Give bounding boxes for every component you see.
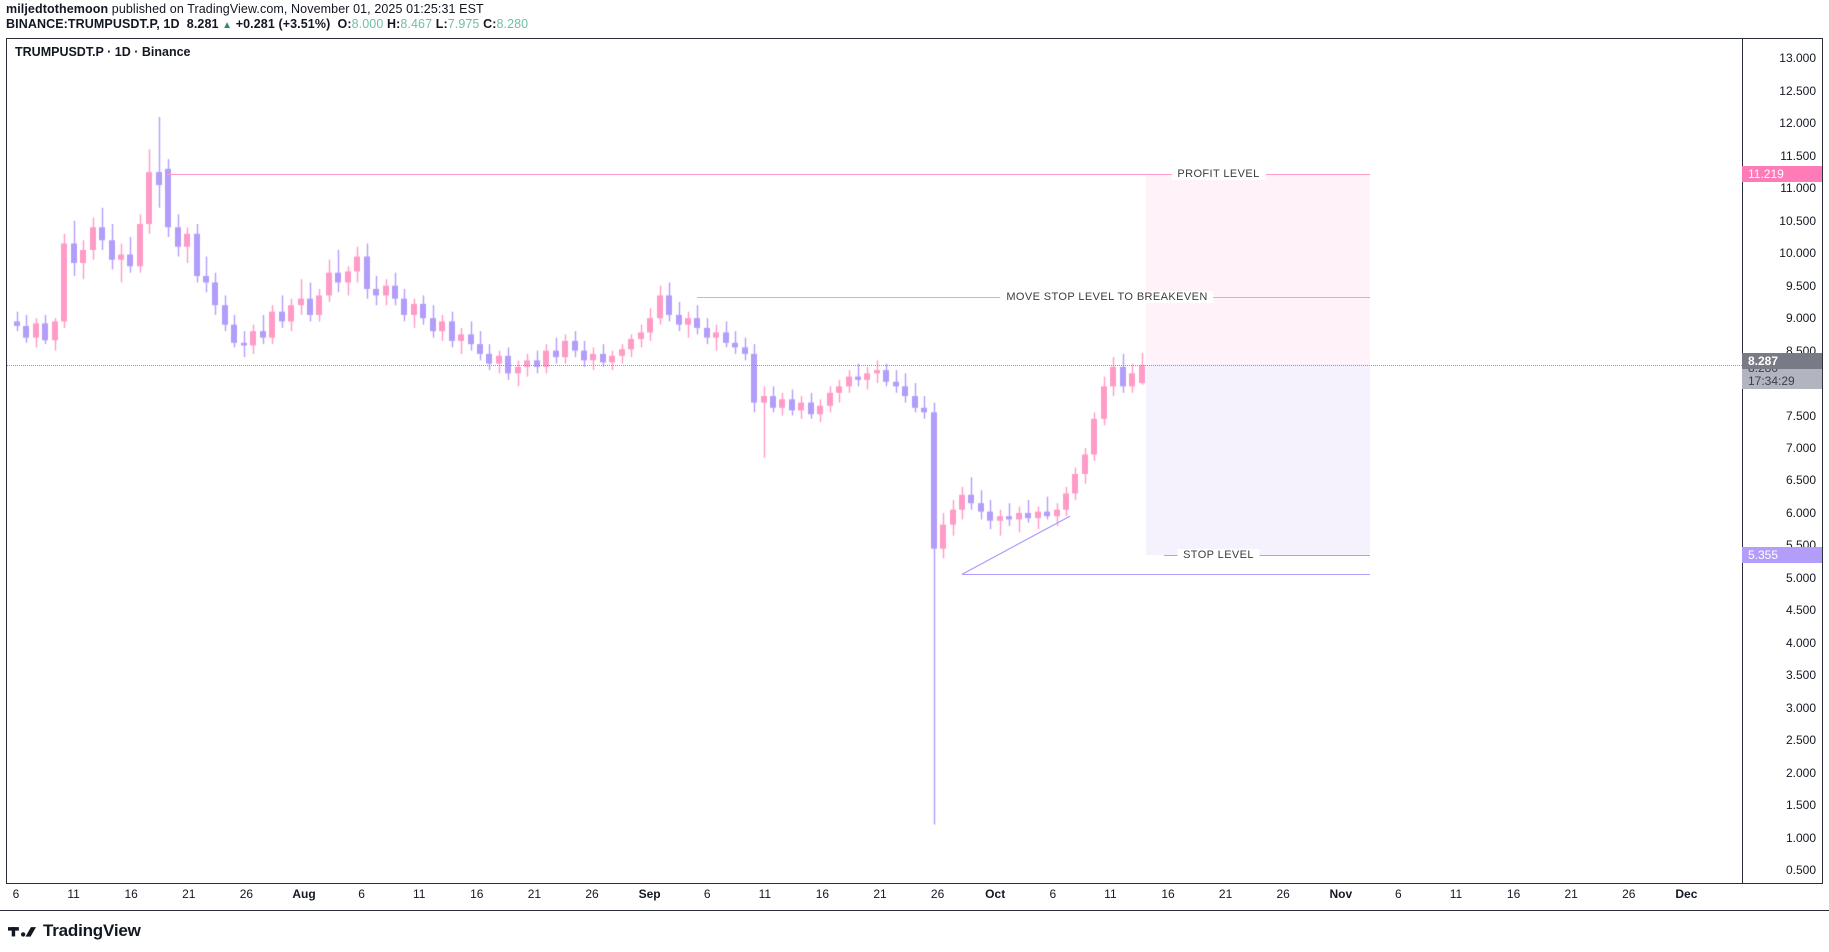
- price-tick: 6.000: [1785, 505, 1816, 520]
- ohlc-row: O:8.000 H:8.467 L:7.975 C:8.280: [338, 17, 529, 31]
- tradingview-brand: TradingView: [8, 921, 141, 941]
- author-name: miljedtothemoon: [6, 2, 109, 16]
- price-tick: 13.000: [1779, 51, 1816, 66]
- time-tick: 26: [930, 887, 945, 901]
- price-tick: 12.500: [1779, 83, 1816, 98]
- price-tick: 5.000: [1785, 570, 1816, 585]
- ohlc-value-H: 8.467: [400, 17, 433, 31]
- ohlc-label-O: O:: [337, 17, 352, 31]
- time-tick: 21: [1564, 887, 1578, 901]
- publication-credit-line: miljedtothemoon published on TradingView…: [6, 2, 1829, 17]
- profit-level-line[interactable]: [167, 174, 1370, 176]
- profit-level-badge: 11.219: [1742, 166, 1822, 183]
- time-tick: Dec: [1675, 887, 1698, 901]
- price-tick: 1.500: [1785, 798, 1816, 813]
- chart-frame: PROFIT LEVEL MOVE STOP LEVEL TO BREAKEVEN…: [6, 38, 1823, 884]
- time-tick: 26: [1276, 887, 1290, 901]
- publication-header: miljedtothemoon published on TradingView…: [0, 0, 1829, 33]
- time-tick: 26: [1622, 887, 1636, 901]
- publication-info: published on TradingView.com, November 0…: [111, 2, 484, 16]
- price-tick: 9.000: [1785, 311, 1816, 326]
- price-tick: 9.500: [1785, 278, 1816, 293]
- price-tick: 12.000: [1779, 116, 1816, 131]
- chart-plot-area[interactable]: PROFIT LEVEL MOVE STOP LEVEL TO BREAKEVEN…: [7, 39, 1742, 883]
- price-scale[interactable]: 13.000 12.500 12.000 11.500 11.000 10.500 10.0…: [1742, 39, 1822, 883]
- price-tick: 0.500: [1785, 863, 1816, 877]
- stop-level-label: STOP LEVEL: [1177, 548, 1260, 561]
- time-tick: 16: [470, 887, 484, 901]
- chart-footer: TradingView: [0, 910, 1829, 952]
- time-tick: 6: [1049, 887, 1057, 901]
- time-tick: 16: [1161, 887, 1175, 901]
- price-tick: 10.000: [1779, 246, 1816, 261]
- time-tick: 16: [1506, 887, 1521, 901]
- price-tick: 2.000: [1785, 765, 1816, 780]
- last-price-text: 8.281: [186, 17, 219, 31]
- time-tick: 21: [527, 887, 542, 901]
- chart-legend: TRUMPUSDT.P · 1D · Binance: [15, 45, 191, 59]
- stop-level-line[interactable]: [1164, 554, 1370, 556]
- ohlc-value-C: 8.280: [496, 17, 529, 31]
- last-price-badge: 8.287: [1742, 352, 1822, 369]
- time-scale[interactable]: 6 11 16 21 26 Aug 6 11 16 21 26 Sep 6 11 16 21 26 Oct 6 11 1…: [6, 884, 1823, 910]
- time-tick: 11: [412, 887, 426, 901]
- time-tick: 21: [182, 887, 196, 901]
- stop-level-badge: 5.355: [1742, 546, 1822, 563]
- symbol-ticker: BINANCE:TRUMPUSDT.P, 1D: [6, 17, 180, 31]
- price-tick: 11.500: [1780, 148, 1816, 163]
- price-tick: 2.500: [1785, 733, 1816, 748]
- price-change-text: +0.281 (+3.51%): [235, 17, 331, 31]
- price-tick: 4.000: [1785, 635, 1816, 650]
- price-tick: 6.500: [1785, 473, 1816, 488]
- time-tick: 16: [815, 887, 830, 901]
- stop-zone[interactable]: [1145, 364, 1370, 555]
- ohlc-label-L: L:: [435, 17, 448, 31]
- price-tick: 3.500: [1785, 668, 1816, 683]
- price-tick: 7.000: [1785, 441, 1816, 455]
- candlestick-series: [7, 39, 1742, 883]
- time-tick: 11: [758, 887, 772, 901]
- tradingview-logo-icon: [8, 927, 36, 937]
- time-tick: 6: [12, 887, 20, 901]
- time-tick: 26: [585, 887, 599, 901]
- tradingview-wordmark: TradingView: [43, 921, 141, 940]
- time-tick: 6: [703, 887, 711, 901]
- time-tick: 11: [67, 887, 80, 901]
- profit-zone[interactable]: [1145, 174, 1370, 365]
- time-tick: Nov: [1329, 887, 1353, 901]
- profit-level-label: PROFIT LEVEL: [1171, 168, 1266, 181]
- time-tick: 21: [873, 887, 887, 901]
- last-price-line: [7, 364, 1742, 366]
- time-tick: 6: [1395, 887, 1402, 901]
- time-tick: 26: [239, 887, 254, 901]
- price-tick: 4.500: [1785, 603, 1816, 618]
- price-tick: 11.000: [1780, 181, 1816, 196]
- time-tick: 16: [124, 887, 138, 901]
- time-tick: Sep: [638, 887, 661, 901]
- time-tick: 11: [1449, 887, 1463, 901]
- ohlc-label-H: H:: [386, 17, 401, 31]
- breakeven-level-label: MOVE STOP LEVEL TO BREAKEVEN: [1000, 290, 1214, 303]
- ohlc-label-C: C:: [483, 17, 497, 31]
- time-tick: Oct: [985, 887, 1006, 901]
- symbol-quote-line: BINANCE:TRUMPUSDT.P, 1D 8.281 ▲ +0.281 (…: [6, 17, 1829, 33]
- price-tick: 7.500: [1785, 408, 1816, 423]
- ohlc-value-L: 7.975: [447, 17, 480, 31]
- ohlc-value-O: 8.000: [351, 17, 384, 31]
- time-tick: Aug: [292, 887, 316, 901]
- price-tick: 1.000: [1785, 830, 1816, 845]
- stop-level-line-lower[interactable]: [962, 574, 1370, 576]
- triangle-up-icon: ▲: [222, 20, 233, 31]
- price-tick: 3.000: [1785, 700, 1816, 715]
- time-tick: 6: [358, 887, 365, 901]
- price-tick: 10.500: [1779, 213, 1816, 228]
- time-tick: 11: [1104, 887, 1117, 901]
- countdown-value: 17:34:29: [1748, 374, 1795, 389]
- time-tick: 21: [1218, 887, 1233, 901]
